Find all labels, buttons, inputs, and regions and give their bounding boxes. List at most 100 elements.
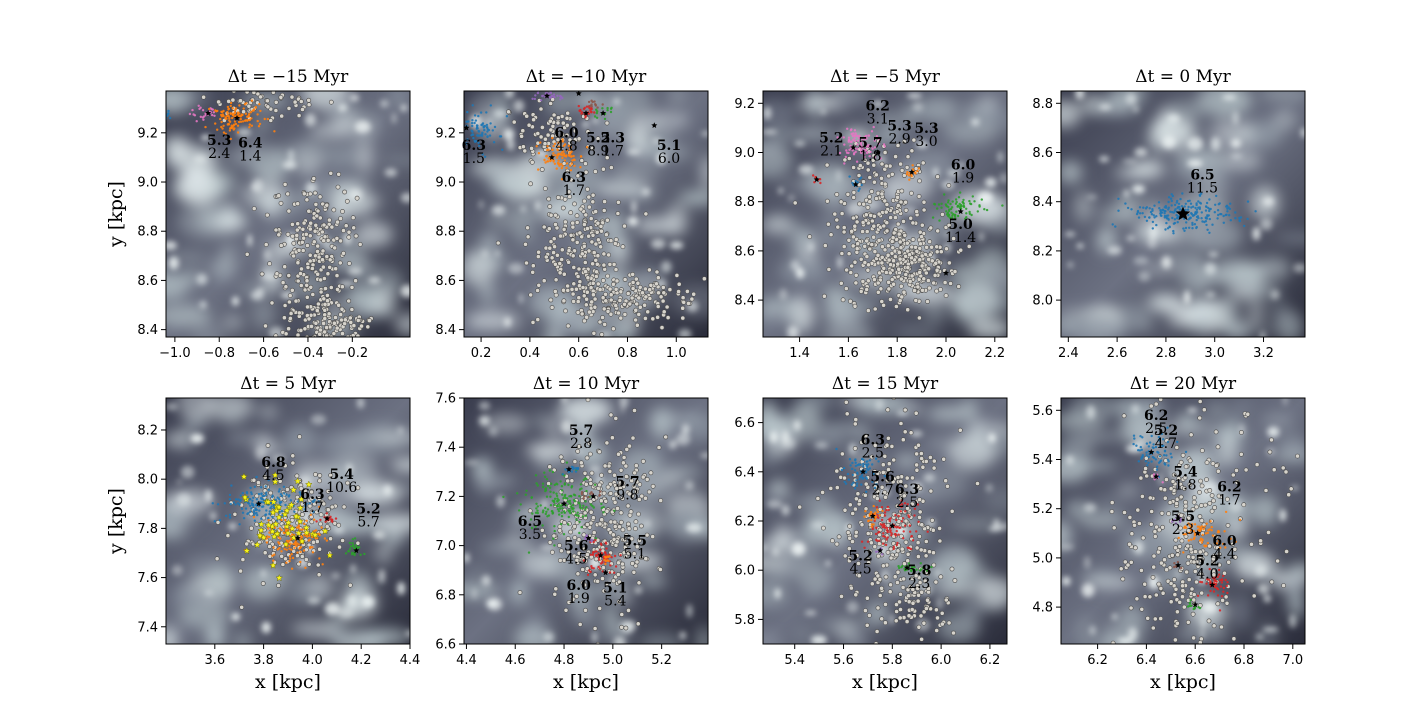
star-particle xyxy=(1227,650,1231,654)
star-particle xyxy=(869,540,874,546)
cluster-point xyxy=(874,532,878,536)
cluster-point xyxy=(223,502,226,505)
cluster-particles xyxy=(465,104,509,158)
cluster-point xyxy=(352,545,355,548)
star-particle xyxy=(334,340,338,344)
cluster-point xyxy=(875,483,878,486)
panel-title: Δt = −10 Myr xyxy=(526,67,647,87)
star-particle xyxy=(946,182,952,188)
star-particle xyxy=(850,539,855,544)
cluster-point xyxy=(587,112,590,115)
young-star-marker xyxy=(271,471,279,479)
star-particle xyxy=(604,155,610,161)
cluster-point xyxy=(948,216,952,219)
star-particle xyxy=(1308,544,1312,548)
cluster-annotation: 6.31.5 xyxy=(462,138,486,167)
star-particle xyxy=(875,573,881,579)
cluster-point xyxy=(311,546,314,549)
cluster-point xyxy=(1220,581,1224,584)
star-particle xyxy=(309,489,314,495)
star-particle xyxy=(271,91,276,95)
cluster-point xyxy=(568,510,571,513)
star-particle xyxy=(1263,488,1269,493)
star-particle xyxy=(535,131,541,136)
star-particle xyxy=(892,574,898,580)
star-particle xyxy=(336,171,342,177)
cluster-point xyxy=(596,106,599,109)
star-particle xyxy=(322,234,328,240)
cluster-point xyxy=(477,129,480,133)
star-particle xyxy=(928,225,934,231)
young-star-marker xyxy=(253,540,261,549)
star-particle xyxy=(859,522,865,528)
cluster-point xyxy=(531,512,534,515)
x-tick-label: 2.0 xyxy=(936,346,957,361)
star-particle xyxy=(830,538,835,544)
star-particle xyxy=(1172,592,1178,597)
cluster-point xyxy=(845,149,848,152)
cluster-point xyxy=(246,501,250,505)
star-particle xyxy=(844,267,849,273)
star-particle xyxy=(1168,599,1174,605)
star-particle xyxy=(939,610,945,616)
cluster-point xyxy=(477,141,480,145)
cluster-point xyxy=(232,128,235,131)
cluster-point xyxy=(317,500,320,503)
cluster-point xyxy=(1217,213,1220,217)
cluster-point xyxy=(552,537,555,540)
star-particle xyxy=(918,547,924,553)
cluster-point xyxy=(1187,539,1191,542)
star-particle xyxy=(1258,538,1263,544)
star-particle xyxy=(548,297,554,303)
star-particle xyxy=(561,287,566,293)
star-particle xyxy=(568,177,574,183)
star-particle xyxy=(839,251,845,256)
star-particle xyxy=(1191,592,1197,597)
star-particle xyxy=(273,227,279,233)
x-tick-label: 1.0 xyxy=(666,346,687,361)
star-particle xyxy=(640,458,646,464)
star-particle xyxy=(325,507,331,513)
young-star-marker xyxy=(264,498,272,506)
cluster-point xyxy=(1238,518,1242,522)
star-particle xyxy=(1249,541,1254,547)
cluster-particles xyxy=(502,461,616,554)
cluster-point xyxy=(566,497,569,500)
annotation-bold: 5.7 xyxy=(569,423,593,439)
cluster-point xyxy=(227,115,230,118)
cluster-center-star xyxy=(813,176,820,183)
star-particle xyxy=(1197,640,1203,644)
cluster-point xyxy=(1198,529,1202,533)
cluster-point xyxy=(240,113,244,117)
cluster-point xyxy=(204,114,207,117)
cluster-point xyxy=(465,142,468,145)
cluster-point xyxy=(305,535,309,538)
star-particle xyxy=(565,536,571,541)
star-particle xyxy=(867,194,872,200)
star-particle xyxy=(843,286,849,291)
star-particle xyxy=(338,238,343,244)
star-particle xyxy=(1183,464,1189,470)
star-particle xyxy=(582,198,587,204)
cluster-point xyxy=(1219,579,1222,582)
star-particle xyxy=(893,254,898,259)
x-tick-label: 4.4 xyxy=(400,653,421,668)
cluster-point xyxy=(572,510,575,513)
star-particle xyxy=(302,326,308,332)
annotation-bold: 5.1 xyxy=(603,580,627,596)
star-particle xyxy=(639,555,644,560)
cluster-point xyxy=(256,113,259,116)
cluster-point xyxy=(1179,208,1182,211)
star-particle xyxy=(568,529,573,535)
star-particle xyxy=(306,97,312,103)
cluster-point xyxy=(539,99,543,102)
cluster-point xyxy=(957,204,960,208)
star-particle xyxy=(935,174,940,180)
cluster-particles xyxy=(860,499,929,551)
star-particle xyxy=(639,523,644,529)
cluster-point xyxy=(962,198,965,202)
cluster-point xyxy=(471,104,474,107)
star-particle xyxy=(608,490,614,496)
annotation-bold: 6.0 xyxy=(554,126,579,142)
star-particle xyxy=(314,213,320,219)
